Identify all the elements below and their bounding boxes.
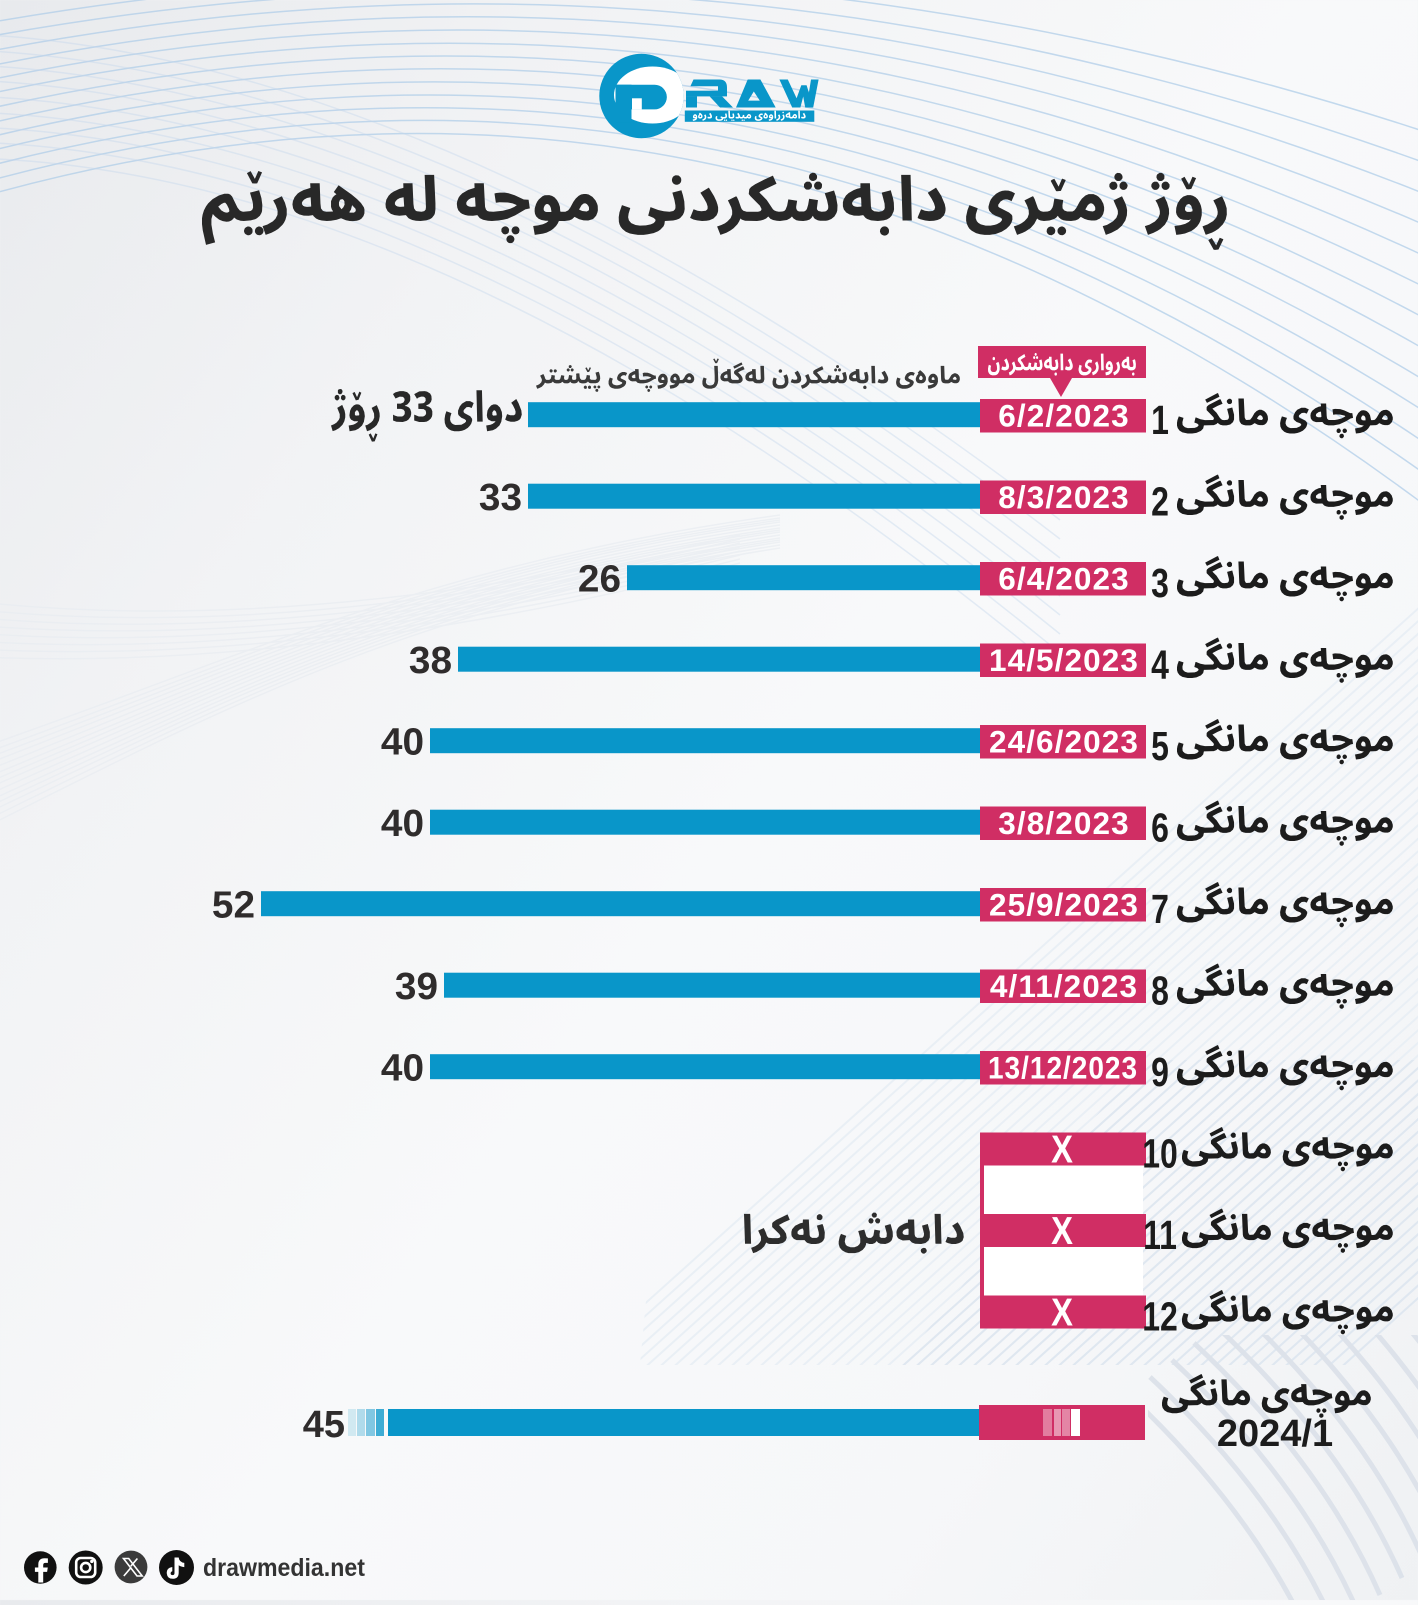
- svg-text:3: 3: [1151, 560, 1169, 606]
- svg-text:2: 2: [1151, 479, 1169, 525]
- svg-text:25/9/2023: 25/9/2023: [989, 887, 1139, 923]
- svg-text:4: 4: [1151, 642, 1169, 688]
- svg-text:38: 38: [409, 640, 452, 683]
- svg-text:14/5/2023: 14/5/2023: [989, 642, 1139, 678]
- svg-text:24/6/2023: 24/6/2023: [989, 724, 1139, 760]
- svg-text:6/2/2023: 6/2/2023: [998, 398, 1129, 434]
- svg-text:1: 1: [1151, 397, 1169, 443]
- svg-text:3/8/2023: 3/8/2023: [998, 805, 1129, 841]
- svg-text:drawmedia.net: drawmedia.net: [203, 1554, 365, 1582]
- svg-text:9: 9: [1151, 1049, 1169, 1095]
- svg-text:13/12/2023: 13/12/2023: [988, 1050, 1138, 1086]
- svg-text:4/11/2023: 4/11/2023: [990, 968, 1138, 1004]
- svg-text:33: 33: [479, 477, 522, 520]
- svg-text:26: 26: [578, 558, 621, 601]
- svg-text:2024/1: 2024/1: [1217, 1413, 1333, 1455]
- svg-text:8/3/2023: 8/3/2023: [998, 479, 1129, 515]
- svg-text:6: 6: [1151, 805, 1169, 851]
- svg-text:X: X: [1051, 1210, 1073, 1253]
- svg-text:X: X: [1051, 1291, 1073, 1334]
- svg-text:8: 8: [1151, 968, 1169, 1014]
- svg-text:10: 10: [1142, 1131, 1178, 1177]
- svg-text:40: 40: [381, 803, 424, 846]
- svg-text:7: 7: [1151, 886, 1169, 932]
- svg-text:6/4/2023: 6/4/2023: [998, 561, 1129, 597]
- svg-text:39: 39: [395, 966, 438, 1009]
- svg-text:45: 45: [303, 1404, 345, 1446]
- svg-text:40: 40: [381, 1047, 424, 1090]
- svg-text:X: X: [1051, 1128, 1073, 1171]
- svg-text:52: 52: [212, 884, 255, 927]
- svg-text:5: 5: [1151, 723, 1169, 769]
- svg-text:40: 40: [381, 721, 424, 764]
- svg-text:12: 12: [1142, 1294, 1178, 1340]
- svg-text:11: 11: [1143, 1212, 1177, 1258]
